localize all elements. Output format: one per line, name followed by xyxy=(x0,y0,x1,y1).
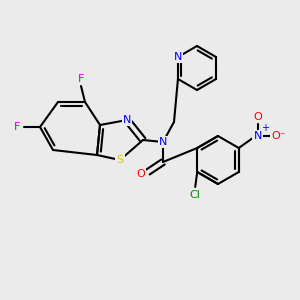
Text: N: N xyxy=(123,115,131,125)
Text: O: O xyxy=(254,112,262,122)
Text: O: O xyxy=(136,169,146,179)
Text: N: N xyxy=(174,52,182,62)
Text: N: N xyxy=(254,131,262,141)
Text: Cl: Cl xyxy=(190,190,201,200)
Text: F: F xyxy=(14,122,20,132)
Text: O⁻: O⁻ xyxy=(272,131,286,141)
Text: +: + xyxy=(261,123,269,133)
Text: F: F xyxy=(78,74,84,84)
Text: N: N xyxy=(159,137,167,147)
Text: S: S xyxy=(116,155,124,165)
